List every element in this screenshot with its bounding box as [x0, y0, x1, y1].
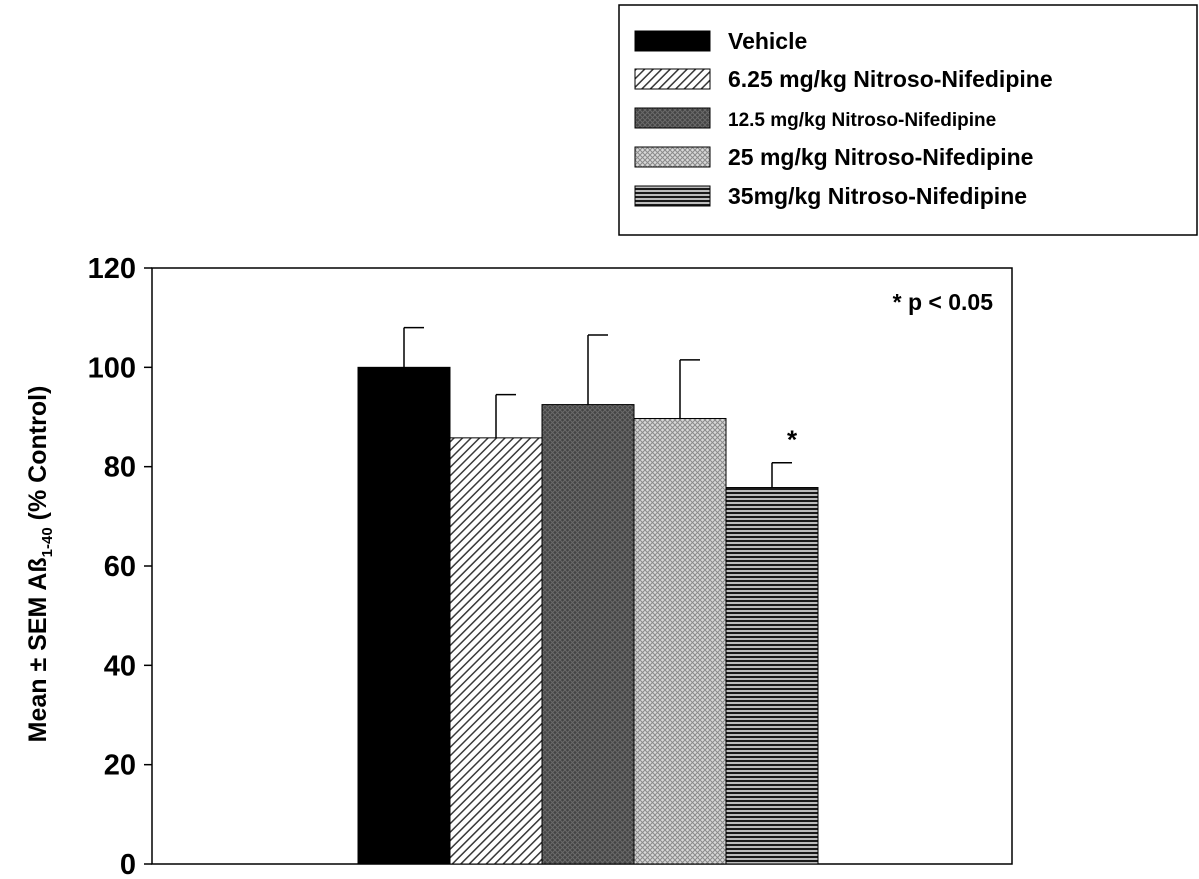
y-tick-label: 0 — [120, 849, 136, 879]
y-axis-label-main: Mean ± SEM Aß — [24, 557, 52, 742]
legend-swatch — [634, 68, 711, 90]
y-tick-label: 40 — [104, 650, 136, 682]
y-axis-label-suffix: (% Control) — [24, 386, 52, 528]
bar — [541, 404, 635, 865]
legend-label: 35mg/kg Nitroso-Nifedipine — [728, 183, 1027, 209]
legend-swatch — [634, 146, 711, 168]
y-axis: 0 20 40 60 80 100 120 — [88, 253, 152, 879]
y-tick-label: 100 — [88, 352, 136, 384]
y-axis-label: Mean ± SEM Aß1-40 (% Control) — [24, 386, 56, 743]
significance-marker: * — [787, 425, 798, 455]
legend-swatch — [634, 30, 711, 52]
legend-label: Vehicle — [728, 28, 807, 54]
bars — [357, 366, 819, 865]
bar — [449, 437, 543, 865]
legend-swatch — [634, 185, 711, 207]
y-tick-label: 80 — [104, 452, 136, 484]
y-axis-label-subscript: 1-40 — [39, 527, 56, 557]
legend-label: 25 mg/kg Nitroso-Nifedipine — [728, 144, 1033, 170]
legend-swatch — [634, 107, 711, 129]
legend-label: 6.25 mg/kg Nitroso-Nifedipine — [728, 66, 1053, 92]
y-tick-label: 60 — [104, 551, 136, 583]
error-bars — [403, 326, 792, 488]
bar — [633, 417, 727, 865]
y-tick-label: 120 — [88, 253, 136, 285]
bar — [725, 487, 819, 865]
legend-label: 12.5 mg/kg Nitroso-Nifedipine — [728, 110, 996, 131]
y-tick-label: 20 — [104, 750, 136, 782]
legend-box — [618, 4, 1198, 236]
significance-note: * p < 0.05 — [893, 289, 994, 315]
legend: Vehicle 6.25 mg/kg Nitroso-Nifedipine 12.5… — [634, 28, 1053, 209]
bar — [357, 366, 451, 865]
